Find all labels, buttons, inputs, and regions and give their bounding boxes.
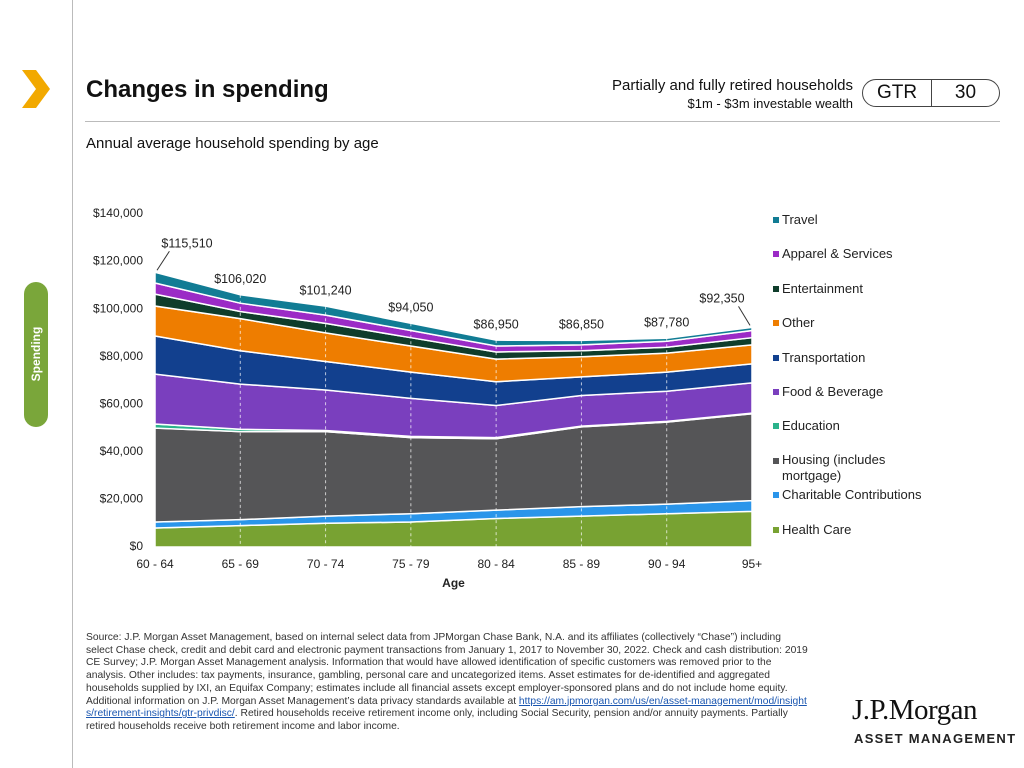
chart-subtitle: Annual average household spending by age [86, 135, 379, 152]
legend-label: Transportation [782, 349, 866, 365]
page-number: 30 [954, 82, 977, 103]
legend-label: Other [782, 315, 815, 331]
legend-label: Charitable Contributions [782, 487, 922, 503]
chart: $0 $20,000 $40,000 $60,000 $80,000 $100,000 $1… [93, 206, 762, 590]
leader-line [156, 250, 170, 271]
y-tick-label: $40,000 [100, 444, 144, 458]
legend-item: Housing (includes mortgage) [773, 451, 902, 484]
legend-item: Food & Beverage [773, 384, 883, 399]
legend-label: Apparel & Services [782, 246, 893, 262]
logo-division: ASSET MANAGEMENT [854, 731, 1017, 746]
legend-item: Apparel & Services [773, 246, 893, 261]
total-label: $92,350 [699, 292, 744, 306]
legend-label: Entertainment [782, 280, 863, 296]
y-tick-label: $100,000 [93, 301, 143, 315]
legend-label: Housing (includes mortgage) [782, 451, 886, 483]
legend-swatch [773, 217, 779, 223]
total-label: $106,020 [214, 272, 266, 286]
legend-swatch [773, 389, 779, 395]
x-tick-label: 60 - 64 [136, 557, 174, 571]
x-tick-label: 95+ [742, 557, 762, 571]
x-axis-label: Age [442, 576, 465, 590]
x-tick-label: 90 - 94 [648, 557, 686, 571]
logo-name: J.P.Morgan [852, 694, 978, 726]
area [154, 271, 753, 347]
y-tick-label: $140,000 [93, 206, 143, 220]
side-rule [72, 0, 73, 768]
total-label: $86,850 [559, 318, 604, 332]
leader-line [738, 306, 751, 326]
legend-item: Travel [773, 212, 818, 227]
x-tick-label: 70 - 74 [307, 557, 345, 571]
legend-swatch [773, 526, 779, 533]
side-tab: Spending [24, 282, 48, 427]
y-tick-label: $80,000 [100, 349, 144, 363]
total-label: $87,780 [644, 316, 689, 330]
gtr-box: GTR 30 [862, 79, 1000, 107]
y-tick-label: $20,000 [100, 492, 144, 506]
legend-swatch [773, 285, 779, 292]
chevron [22, 70, 50, 108]
footnote-link[interactable]: https://am.jpmorgan.com/us/en/asset-mana… [86, 695, 807, 720]
header-rule [85, 121, 1000, 122]
total-label: $115,510 [161, 237, 212, 251]
x-tick-label: 65 - 69 [222, 557, 260, 571]
legend-item: Health Care [773, 522, 851, 537]
footnote: Source: J.P. Morgan Asset Management, ba… [86, 632, 808, 734]
legend-swatch [773, 457, 779, 464]
total-label: $101,240 [300, 283, 352, 297]
legend-label: Health Care [782, 521, 852, 537]
legend-swatch [773, 354, 779, 361]
x-tick-label: 80 - 84 [477, 557, 515, 571]
footnote-text-after: . Retired households receive retirement … [86, 708, 788, 732]
legend-item: Other [773, 315, 815, 330]
legend-item: Education [773, 418, 840, 433]
y-tick-label: $0 [130, 539, 144, 553]
total-label: $86,950 [474, 317, 519, 331]
legend-swatch [773, 320, 779, 327]
audience: Partially and fully retired households [612, 77, 853, 94]
y-tick-label: $60,000 [100, 396, 144, 410]
legend-swatch [773, 251, 779, 258]
legend-label: Education [782, 418, 840, 434]
legend-label: Travel [782, 212, 818, 227]
title: Changes in spending [86, 76, 329, 103]
legend-label: Food & Beverage [782, 384, 884, 399]
footnote-text: Source: J.P. Morgan Asset Management, ba… [86, 632, 808, 707]
x-tick-label: 85 - 89 [563, 557, 601, 571]
legend-item: Transportation [773, 350, 865, 365]
legend-swatch [773, 492, 779, 499]
wealth: $1m - $3m investable wealth [687, 96, 853, 111]
legend-item: Entertainment [773, 281, 863, 296]
x-tick-label: 75 - 79 [392, 557, 430, 571]
legend-swatch [773, 423, 779, 430]
guide: GTR [863, 80, 932, 106]
y-tick-label: $120,000 [93, 254, 143, 268]
legend-item: Charitable Contributions [773, 487, 921, 502]
total-label: $94,050 [388, 301, 433, 315]
